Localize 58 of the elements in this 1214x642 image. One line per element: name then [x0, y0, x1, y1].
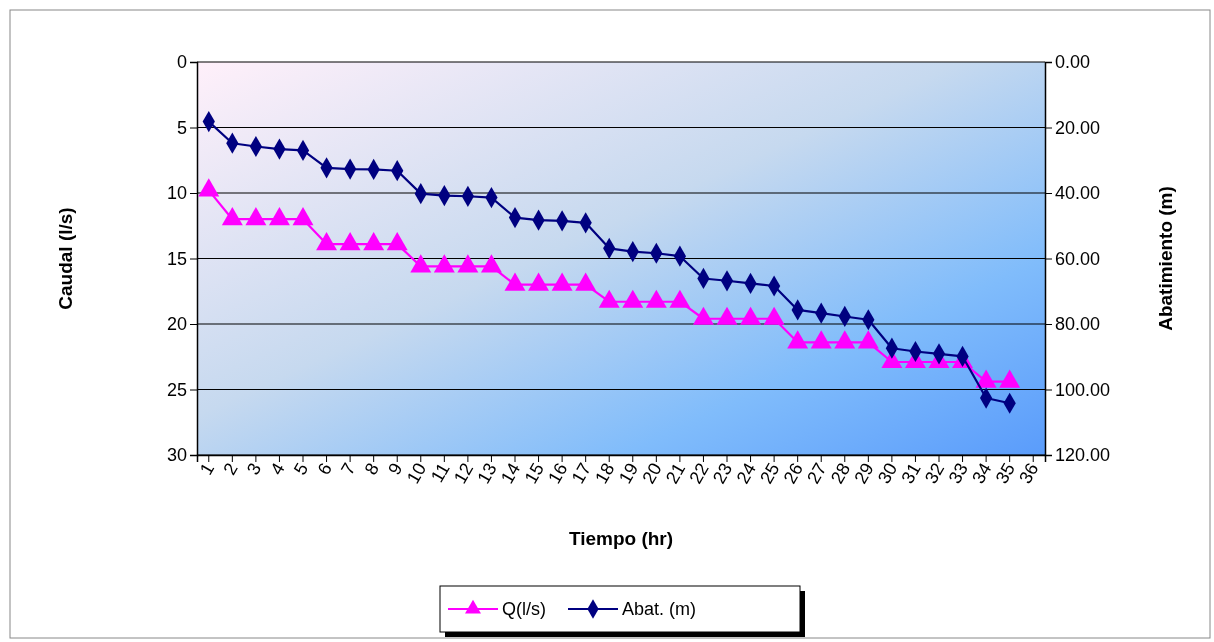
point — [810, 330, 832, 349]
point — [598, 289, 620, 308]
point — [999, 369, 1021, 388]
x-axis-title: Tiempo (hr) — [568, 528, 674, 549]
y-tick-label: 5 — [176, 117, 187, 138]
point — [268, 207, 290, 226]
y2-tick-label: 60.00 — [1055, 248, 1101, 269]
point — [386, 232, 408, 251]
point — [480, 254, 502, 273]
y-tick-label: 20 — [166, 314, 187, 335]
point — [292, 207, 314, 226]
y-tick-label: 0 — [176, 52, 187, 73]
point — [457, 254, 479, 273]
x-tick-label: 3 — [242, 459, 266, 479]
legend-label: Q(l/s) — [502, 599, 546, 619]
point — [528, 272, 550, 291]
point — [763, 306, 785, 325]
point — [221, 207, 243, 226]
point — [834, 330, 856, 349]
y2-axis-title: Abatimiento (m) — [1155, 186, 1176, 331]
y2-tick-label: 40.00 — [1055, 183, 1101, 204]
point — [551, 272, 573, 291]
point — [787, 330, 809, 349]
point — [645, 289, 667, 308]
y2-tick-label: 100.00 — [1055, 379, 1111, 400]
point — [669, 289, 691, 308]
point — [622, 289, 644, 308]
point — [410, 254, 432, 273]
point — [198, 178, 220, 197]
x-tick-label: 5 — [290, 459, 313, 479]
point — [575, 272, 597, 291]
point — [363, 232, 385, 251]
point — [504, 272, 526, 291]
x-tick-label: 4 — [266, 459, 289, 479]
x-tick-label: 6 — [313, 459, 336, 479]
y-axis-title: Caudal (l/s) — [55, 207, 76, 310]
point — [339, 232, 361, 251]
point — [716, 306, 738, 325]
x-tick-label: 7 — [337, 459, 360, 479]
point — [433, 254, 455, 273]
point — [692, 306, 714, 325]
y-tick-label: 25 — [166, 379, 187, 400]
x-tick-label: 1 — [195, 459, 219, 479]
y2-tick-label: 20.00 — [1055, 117, 1101, 138]
y-tick-label: 15 — [166, 248, 187, 269]
point — [245, 207, 267, 226]
point — [316, 232, 338, 251]
x-tick-label: 2 — [219, 459, 242, 479]
y2-tick-label: 80.00 — [1055, 314, 1101, 335]
y-tick-label: 10 — [166, 183, 187, 204]
y2-tick-label: 0.00 — [1055, 52, 1091, 73]
point — [857, 330, 879, 349]
y-tick-label: 30 — [166, 445, 187, 466]
legend-label: Abat. (m) — [622, 599, 697, 619]
point — [740, 306, 762, 325]
x-tick-label: 8 — [360, 459, 383, 479]
point — [975, 369, 997, 388]
y2-tick-label: 120.00 — [1055, 445, 1111, 466]
